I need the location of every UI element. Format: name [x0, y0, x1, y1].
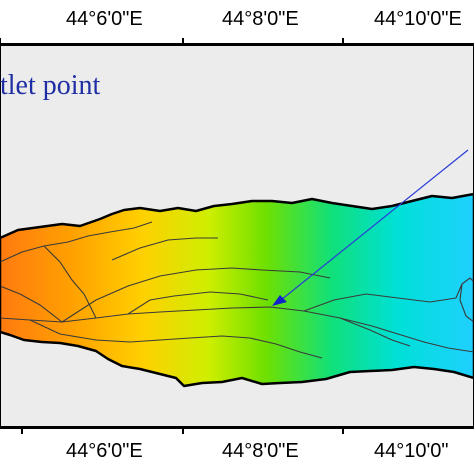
- top-tick-label-1: 44°6'0"E: [66, 8, 143, 30]
- tributary: [29, 319, 323, 359]
- stream-network: [0, 221, 474, 359]
- outlet-point-marker: [272, 295, 287, 306]
- outlet-point-label: tlet point: [0, 70, 101, 101]
- tributary: [111, 237, 218, 261]
- watershed-dem-polygon: [0, 192, 474, 388]
- bottom-tick-label-1: 44°6'0"E: [66, 440, 143, 462]
- tributary: [0, 221, 153, 263]
- tributary: [303, 293, 457, 312]
- bottom-tick-label-3: 44°10'0": [374, 440, 449, 462]
- main-stream: [0, 306, 474, 353]
- map-frame: [0, 43, 474, 429]
- top-tick-label-3: 44°10'0"E: [374, 8, 462, 30]
- outlet-leader-line: [275, 149, 469, 305]
- tributary: [127, 291, 269, 315]
- bottom-tick-label-2: 44°8'0"E: [222, 440, 299, 462]
- tributary: [0, 285, 63, 323]
- tributary: [459, 283, 474, 323]
- tributary: [43, 245, 97, 319]
- tributary: [61, 267, 331, 323]
- top-tick-label-2: 44°8'0"E: [222, 8, 299, 30]
- tributary: [455, 277, 474, 299]
- tributary: [339, 317, 411, 347]
